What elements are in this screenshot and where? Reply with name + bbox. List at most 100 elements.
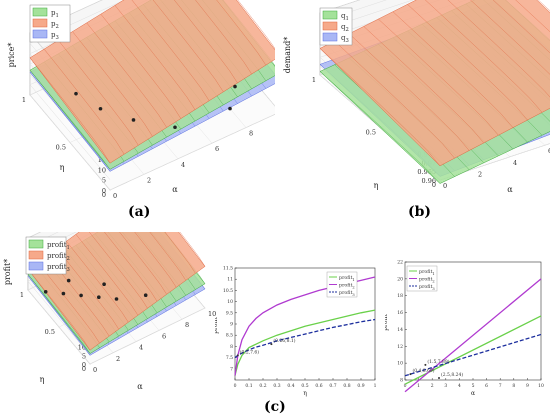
legend-entry: profit1 [339,275,355,282]
y-tick-label: 7 [230,366,233,372]
y-axis-label: profit* [215,314,219,334]
surface-mesh-line [149,232,187,281]
surface-mesh-line [334,40,455,159]
x-tick-label: 0.3 [273,383,280,389]
projection-marker [233,84,237,89]
surface-mesh-line [447,0,550,98]
y-tick-label: 16 [397,310,403,316]
surface-mesh-line [72,31,153,137]
surface-q2 [319,0,550,167]
projection-marker [102,282,106,286]
surface-mesh-line [470,0,550,75]
projection-marker [228,106,232,111]
alpha-tick-label: 10 [208,310,216,318]
projection-marker [97,295,101,299]
alpha-tick-label: 4 [139,344,143,352]
surface-mesh-line [152,0,224,92]
legend-swatch [32,7,48,17]
annotation-label: (0.4,8.69) [412,367,434,374]
x-tick-label: 7 [499,383,502,389]
projection-marker [74,91,78,96]
projection-marker [66,278,71,283]
surface-profit2 [27,232,206,351]
z-tick-label: 0 [102,187,106,195]
surface-mesh-line [319,48,441,166]
surface-mesh-line [66,241,129,323]
alpha-tick-label: 4 [181,161,185,169]
surface-mesh-line [114,5,196,110]
y-tick-label: 18 [397,293,403,299]
alpha-axis-label: α [507,185,513,194]
projection-marker [143,293,148,297]
alpha-axis-label: α [137,382,143,391]
legend-entry: profit1 [419,269,435,276]
eta-tick-label: 0 [102,191,106,199]
eta-tick-label: 0 [432,181,436,189]
surface-mesh-line [492,0,550,54]
y-tick-label: 22 [397,260,403,266]
alpha-tick-label: 2 [147,176,151,184]
x-tick-label: 0.6 [315,383,322,389]
legend-swatch [322,32,338,42]
x-tick-label: 10 [538,383,544,389]
legend-entry: profit3 [339,290,355,297]
x-axis-label: η [303,390,307,397]
z-tick-label: 10 [78,344,86,352]
x-tick-label: 4 [458,383,461,389]
eta-axis-label: η [374,181,379,190]
y-tick-label: 9 [230,322,233,328]
x-tick-label: 3 [444,383,447,389]
surface-mesh-line [131,0,210,101]
projection-marker [114,297,119,301]
x-tick-label: 0 [404,383,407,389]
z-tick-label: 10 [98,166,106,174]
series-line-profit1 [234,309,376,376]
surface-mesh-line [86,22,167,128]
legend-swatch [28,261,44,271]
y-tick-label: 10 [227,299,233,305]
y-tick-label: 11.5 [223,266,233,272]
y-axis-label: profit* [385,311,389,331]
y-tick-label: 8 [230,344,233,350]
legend-entry: q1 [341,12,349,22]
projection-marker [43,290,48,294]
series-line-profit3 [234,318,376,359]
alpha-axis-label: α [172,185,178,194]
surface-mesh-line [88,232,148,309]
z-tick-label: 0.96 [422,177,436,185]
eta-axis-label: η [60,163,65,172]
x-tick-label: 0.8 [343,383,350,389]
panel-label-c: (c) [264,399,286,415]
legend-entry: p2 [51,20,59,30]
alpha-tick-label: 0 [113,192,117,200]
surface-mesh-line [319,71,441,184]
x-tick-label: 6 [485,383,488,389]
projection-marker [131,118,136,122]
surface-mesh-line [349,33,470,151]
panel-label-b: (b) [408,204,432,220]
y-tick-label: 10.5 [223,288,233,294]
eta-tick-label: 0.5 [366,129,376,137]
surface-mesh-line [164,232,196,274]
alpha-tick-label: 6 [162,332,166,340]
surface-mesh-line [515,0,550,33]
surface-mesh-line [58,40,139,146]
surface-mesh-line [104,232,158,302]
annotation-label: (0.2,7.6) [240,348,259,355]
surface-mesh-line [29,72,111,172]
alpha-tick-label: 0 [443,182,447,190]
surface-mesh-line [407,4,528,121]
surface-mesh-line [29,57,111,164]
legend-swatch [28,239,44,249]
surface-mesh-line [27,274,91,354]
surface-mesh-line [75,234,139,316]
x-tick-label: 0.9 [357,383,364,389]
z-axis-label: demand* [283,37,292,73]
x-tick-label: 0.5 [301,383,308,389]
panel-label-a: (a) [128,204,151,220]
eta-tick-label: 0 [82,365,86,373]
